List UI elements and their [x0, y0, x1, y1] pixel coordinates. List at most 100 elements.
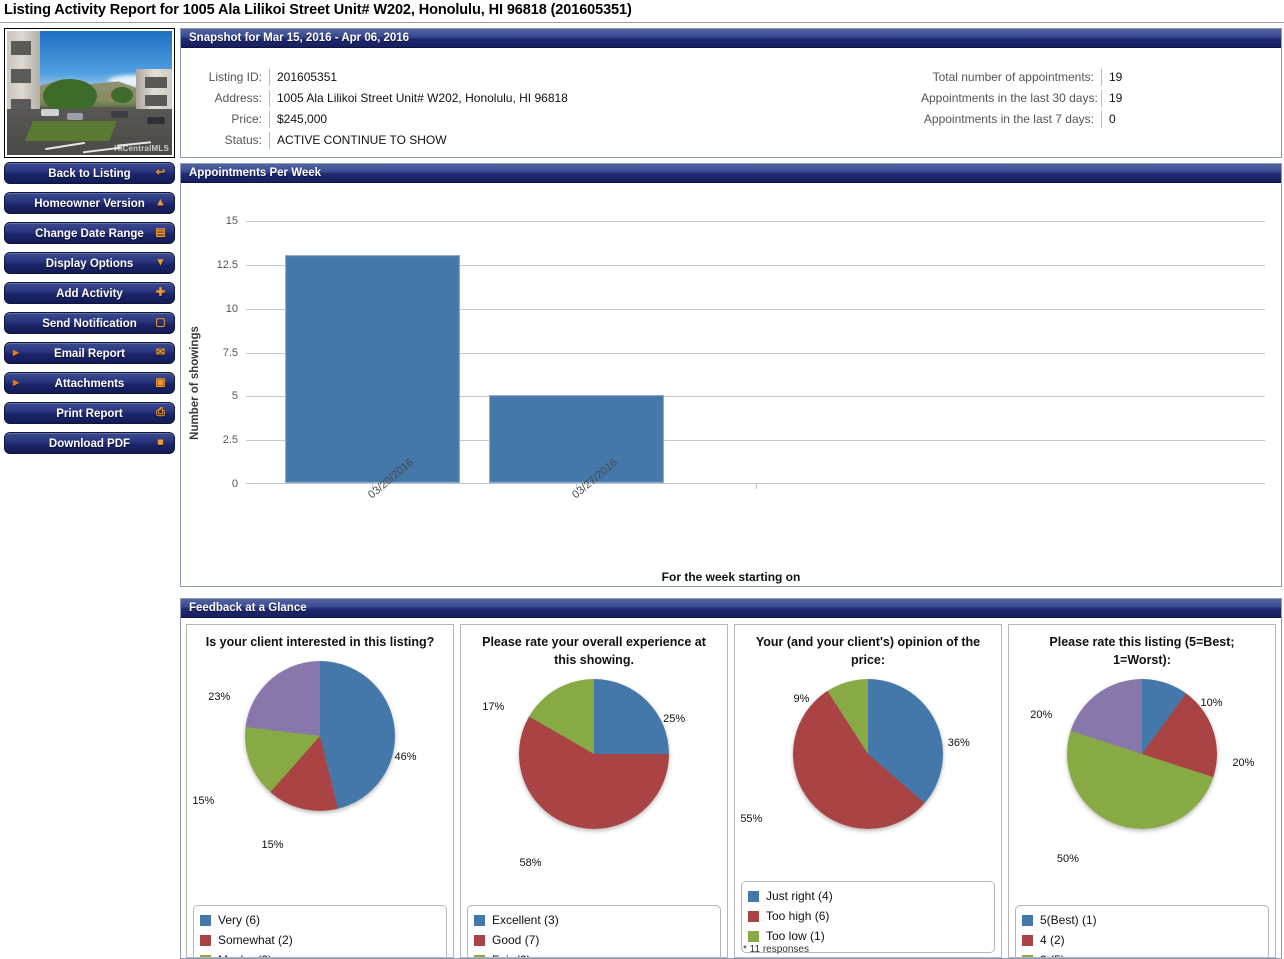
- legend-swatch: [474, 954, 485, 957]
- property-photo-image: HiCentralMLS: [7, 31, 172, 155]
- legend-swatch: [1022, 954, 1033, 957]
- tree-small: [111, 87, 133, 103]
- car-icon: [111, 111, 128, 118]
- feedback-cards: Is your client interested in this listin…: [181, 618, 1281, 958]
- pie-percent-label: 25%: [663, 713, 686, 725]
- feedback-card: Please rate your overall experience at t…: [460, 624, 728, 958]
- pie-legend: Very (6)Somewhat (2)Maybe (2)Not interes…: [193, 905, 447, 957]
- pie-percent-label: 20%: [1232, 757, 1255, 769]
- sidebar-button-back-to-listing[interactable]: Back to Listing ↩: [4, 162, 175, 184]
- y-axis-tick: 15: [225, 215, 238, 227]
- sidebar: Back to Listing ↩ Homeowner Version ▲ Change…: [4, 162, 175, 462]
- snapshot-field: Address: 1005 Ala Lilikoi Street Unit# W2…: [181, 90, 568, 111]
- legend-label: Excellent (3): [492, 913, 559, 927]
- y-axis-tick: 0: [231, 478, 238, 490]
- feedback-panel: Feedback at a Glance Is your client inte…: [180, 598, 1282, 959]
- legend-item: 5(Best) (1): [1022, 910, 1262, 930]
- legend-item: Just right (4): [748, 886, 988, 906]
- pie-chart: 46% 15% 15% 23%: [187, 655, 453, 855]
- expand-arrow-icon: ▶: [13, 378, 20, 387]
- feedback-header: Feedback at a Glance: [181, 599, 1281, 618]
- sidebar-button-display-options[interactable]: Display Options ▼: [4, 252, 175, 274]
- legend-item: 4 (2): [1022, 930, 1262, 950]
- sidebar-button-email-report[interactable]: ▶ Email Report ✉: [4, 342, 175, 364]
- snapshot-field-label: Address:: [214, 91, 262, 105]
- legend-label: 3 (5): [1040, 953, 1065, 957]
- pie-graphic: [519, 679, 669, 829]
- snapshot-field: Price: $245,000: [181, 111, 568, 132]
- snapshot-field-value: 0: [1101, 111, 1116, 128]
- sidebar-button-homeowner-version[interactable]: Homeowner Version ▲: [4, 192, 175, 214]
- x-axis-label: For the week starting on: [661, 570, 801, 584]
- legend-swatch: [748, 910, 759, 922]
- sidebar-button-label: Add Activity: [56, 288, 123, 300]
- x-axis-tickmark: [755, 484, 757, 489]
- legend-item: 3 (5): [1022, 950, 1262, 957]
- feedback-card-title: Please rate this listing (5=Best; 1=Wors…: [1049, 635, 1235, 667]
- y-axis-tick: 2.5: [222, 434, 238, 447]
- feedback-card-title: Your (and your client's) opinion of the …: [755, 635, 981, 667]
- pie-percent-label: 46%: [394, 751, 417, 763]
- gridline: [246, 221, 1265, 222]
- feedback-card-title: Is your client interested in this listin…: [205, 635, 435, 649]
- legend-swatch: [474, 934, 485, 946]
- legend-label: Somewhat (2): [218, 933, 293, 947]
- legend-swatch: [200, 914, 211, 926]
- snapshot-field-value: 19: [1101, 69, 1122, 86]
- gridline: [246, 352, 1265, 354]
- snapshot-field-label: Total number of appointments:: [932, 70, 1094, 84]
- y-axis-label: Number of showings: [189, 326, 201, 440]
- sidebar-button-print-report[interactable]: Print Report ⎙: [4, 402, 175, 424]
- sidebar-button-change-date-range[interactable]: Change Date Range ▤: [4, 222, 175, 244]
- sidebar-button-label: Download PDF: [48, 438, 131, 450]
- pie-percent-label: 15%: [261, 839, 284, 851]
- sidebar-button-label: Back to Listing: [48, 168, 131, 180]
- pie-chart: 10% 20% 50% 20%: [1009, 673, 1275, 873]
- sidebar-button-label: Homeowner Version: [34, 198, 145, 210]
- legend-item: Very (6): [200, 910, 440, 930]
- pie-chart: 25% 58% 17%: [461, 673, 727, 873]
- pie-percent-label: 17%: [482, 701, 505, 713]
- grass-median: [24, 121, 118, 141]
- car-icon: [147, 117, 165, 124]
- sidebar-button-send-notification[interactable]: Send Notification ▢: [4, 312, 175, 334]
- property-photo[interactable]: HiCentralMLS: [4, 28, 175, 158]
- appointments-chart-panel: Appointments Per Week Number of showings…: [180, 163, 1282, 587]
- snapshot-field-value: $245,000: [269, 111, 327, 128]
- gridline: [246, 396, 1265, 398]
- snapshot-header: Snapshot for Mar 15, 2016 - Apr 06, 2016: [181, 29, 1281, 48]
- sidebar-button-label: Print Report: [56, 408, 123, 420]
- sidebar-button-attachments[interactable]: ▶ Attachments ▣: [4, 372, 175, 394]
- legend-item: Somewhat (2): [200, 930, 440, 950]
- snapshot-left-fields: Listing ID: 201605351 Address: 1005 Ala Lil…: [181, 69, 568, 153]
- envelope-icon: ✉: [155, 346, 166, 359]
- y-axis-tick: 12.5: [216, 258, 238, 271]
- legend-label: 5(Best) (1): [1040, 913, 1097, 927]
- sidebar-button-add-activity[interactable]: Add Activity ✚: [4, 282, 175, 304]
- expand-arrow-icon: ▶: [13, 348, 20, 357]
- legend-swatch: [748, 890, 759, 902]
- chevron-down-icon: ▼: [155, 256, 166, 269]
- legend-label: Maybe (2): [218, 953, 272, 957]
- snapshot-panel: Snapshot for Mar 15, 2016 - Apr 06, 2016…: [180, 28, 1282, 158]
- pie-legend: Excellent (3)Good (7)Fair (2)Poor (0): [467, 905, 721, 957]
- snapshot-field-value: ACTIVE CONTINUE TO SHOW: [269, 132, 447, 149]
- sidebar-button-label: Change Date Range: [35, 228, 144, 240]
- legend-swatch: [1022, 934, 1033, 946]
- pie-graphic: [245, 661, 395, 811]
- snapshot-field-label: Appointments in the last 30 days:: [921, 91, 1098, 105]
- legend-item: Excellent (3): [474, 910, 714, 930]
- snapshot-field: Total number of appointments: 19: [921, 69, 1122, 90]
- legend-swatch: [474, 914, 485, 926]
- photo-watermark: HiCentralMLS: [114, 144, 169, 153]
- y-axis-tick: 5: [231, 390, 238, 403]
- sidebar-button-label: Send Notification: [42, 318, 137, 330]
- sidebar-button-download-pdf[interactable]: Download PDF ■: [4, 432, 175, 454]
- legend-item: Fair (2): [474, 950, 714, 957]
- pie-percent-label: 23%: [208, 691, 231, 703]
- sidebar-button-label: Display Options: [45, 258, 134, 270]
- save-disk-icon: ■: [157, 436, 164, 449]
- printer-icon: ⎙: [156, 406, 165, 419]
- pie-percent-label: 9%: [793, 693, 810, 705]
- legend-label: Just right (4): [766, 889, 833, 903]
